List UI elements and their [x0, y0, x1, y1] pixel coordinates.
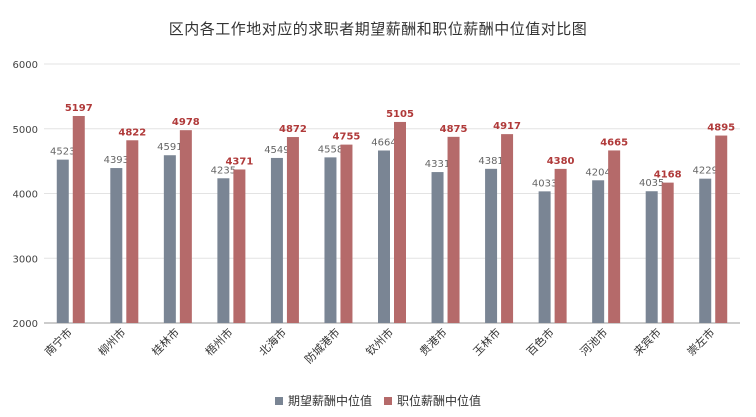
bar-expected: [163, 155, 176, 323]
data-label: 4035: [639, 178, 664, 189]
legend-item-expected[interactable]: 期望薪酬中位值: [274, 392, 372, 409]
bar-expected: [699, 178, 712, 323]
chart-title: 区内各工作地对应的求职者期望薪酬和职位薪酬中位值对比图: [168, 20, 588, 38]
data-label: 4235: [211, 165, 236, 176]
bar-position: [72, 115, 85, 323]
x-tick-label: 来宾市: [631, 325, 664, 358]
bar-expected: [645, 191, 658, 323]
bar-position: [179, 130, 192, 323]
bar-position: [340, 144, 353, 323]
x-tick-label: 梧州市: [202, 325, 235, 358]
data-label: 4523: [50, 147, 75, 158]
bar-position: [501, 134, 514, 323]
data-label: 4381: [478, 156, 503, 167]
data-label: 4665: [600, 137, 628, 148]
bar-expected: [378, 150, 390, 323]
x-tick-label: 桂林市: [149, 325, 182, 358]
data-label: 4664: [371, 138, 396, 149]
x-tick-label: 百色市: [524, 325, 557, 358]
x-tick-label: 钦州市: [363, 325, 396, 358]
legend-item-position[interactable]: 职位薪酬中位值: [384, 392, 481, 409]
y-tick-label: 2000: [13, 319, 38, 330]
data-label: 4978: [172, 117, 200, 128]
bar-position: [715, 135, 728, 323]
bar-position: [661, 182, 674, 323]
y-tick-label: 4000: [13, 190, 38, 201]
legend-label-expected: 期望薪酬中位值: [287, 394, 372, 408]
x-tick-label: 南宁市: [42, 325, 75, 358]
legend-swatch-position: [384, 396, 392, 405]
bar-expected: [538, 191, 551, 323]
data-label: 4872: [279, 124, 307, 135]
bar-position: [608, 150, 621, 323]
bar-expected: [56, 159, 69, 323]
x-tick-label: 柳州市: [95, 325, 128, 358]
x-tick-label: 北海市: [256, 325, 289, 358]
y-tick-label: 5000: [13, 125, 38, 136]
bar-expected: [592, 180, 605, 323]
data-label: 4229: [693, 166, 718, 177]
bar-position: [286, 137, 299, 323]
y-tick-label: 3000: [13, 254, 38, 265]
legend: 期望薪酬中位值 职位薪酬中位值: [0, 392, 756, 409]
bar-position: [394, 121, 406, 323]
data-label: 4875: [440, 124, 468, 135]
data-label: 4591: [157, 142, 182, 153]
bar-expected: [431, 172, 444, 323]
data-label: 4204: [585, 167, 610, 178]
data-label: 4393: [104, 155, 129, 166]
bar-position: [126, 140, 139, 323]
legend-label-position: 职位薪酬中位值: [397, 394, 482, 408]
data-label: 4917: [493, 121, 521, 132]
data-label: 4033: [532, 178, 557, 189]
bar-position: [447, 136, 460, 323]
legend-swatch-expected: [274, 396, 283, 405]
data-label: 5197: [65, 103, 93, 114]
data-label: 4168: [654, 170, 682, 181]
x-tick-label: 防城港市: [302, 325, 343, 366]
bar-position: [554, 168, 567, 323]
x-tick-label: 贵港市: [416, 325, 449, 358]
data-label: 4331: [425, 159, 450, 170]
bar-expected: [217, 178, 230, 323]
data-label: 4371: [225, 156, 253, 167]
x-tick-label: 崇左市: [684, 325, 717, 358]
bar-expected: [485, 168, 498, 323]
data-label: 4549: [264, 145, 289, 156]
data-label: 5105: [386, 109, 414, 120]
bar-position: [233, 169, 246, 323]
x-tick-label: 玉林市: [470, 325, 503, 358]
bar-expected: [324, 157, 337, 323]
data-label: 4558: [318, 144, 343, 155]
bar-expected: [270, 157, 283, 323]
x-tick-label: 河池市: [577, 325, 610, 358]
data-label: 4755: [333, 132, 361, 143]
y-tick-label: 6000: [13, 60, 38, 71]
data-label: 4822: [118, 127, 146, 138]
data-label: 4895: [707, 123, 735, 134]
bar-expected: [110, 168, 123, 323]
data-label: 4380: [547, 156, 575, 167]
